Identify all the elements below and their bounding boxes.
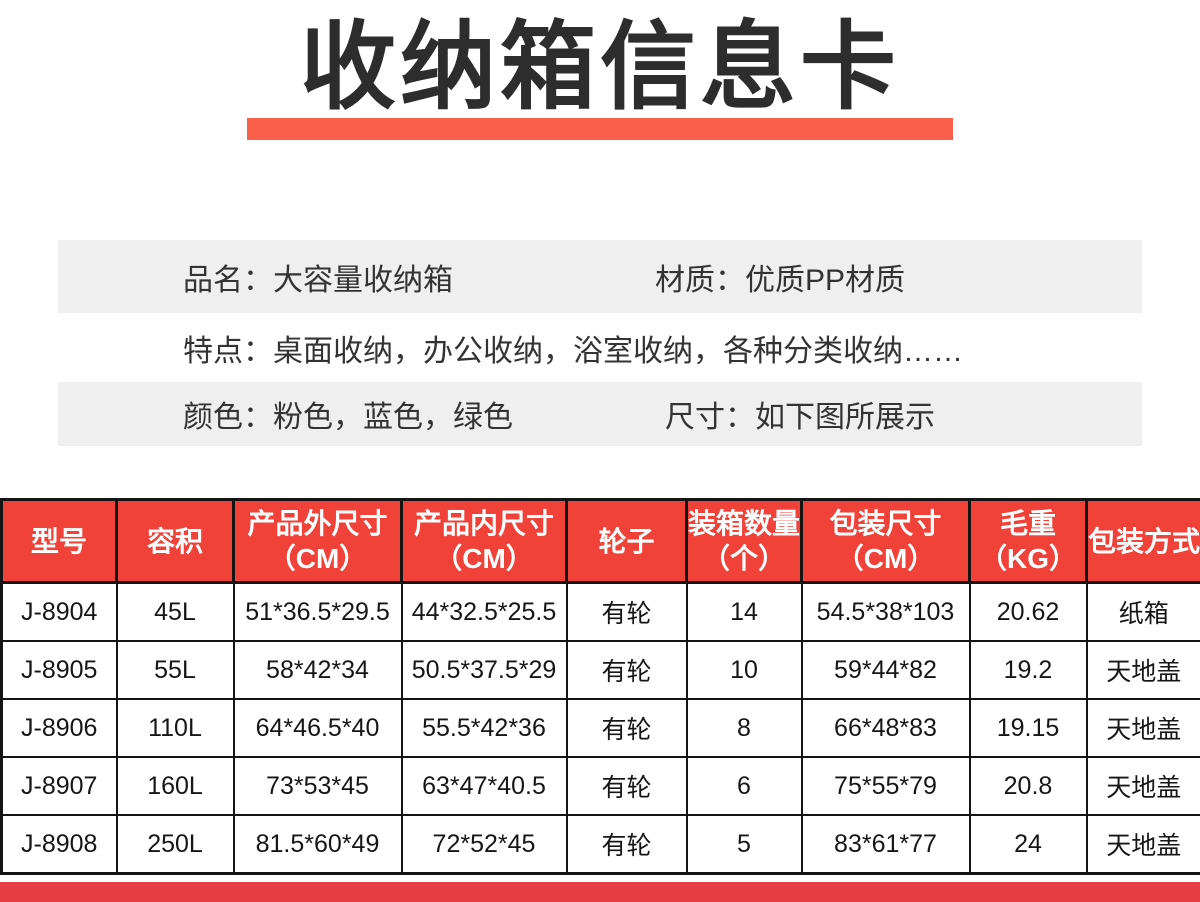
table-cell-capacity: 55L — [115, 640, 235, 700]
table-cell-gross-weight: 19.15 — [968, 698, 1088, 758]
table-cell-inner-size: 55.5*42*36 — [400, 698, 568, 758]
bottom-red-bar — [0, 882, 1200, 902]
table-cell-package-type: 纸箱 — [1085, 581, 1200, 642]
table-cell-outer-size: 64*46.5*40 — [232, 698, 403, 758]
table-row: J-8907 160L 73*53*45 63*47*40.5 有轮 6 75*55*79 2… — [0, 756, 1200, 816]
info-row-color-size: 颜色：粉色，蓝色，绿色 尺寸：如下图所展示 — [58, 382, 1142, 446]
table-cell-package-type: 天地盖 — [1085, 698, 1200, 758]
table-cell-model: J-8907 — [0, 756, 118, 816]
table-cell-wheels: 有轮 — [565, 640, 688, 700]
column-header-gross-weight: 毛重 （KG） — [968, 498, 1088, 584]
page-title: 收纳箱信息卡 — [300, 14, 900, 121]
table-cell-model: J-8904 — [0, 581, 118, 642]
spec-table: 型号 容积 产品外尺寸 （CM） 产品内尺寸 （CM） 轮子 装箱数量 （个） 包装尺寸 （… — [0, 498, 1200, 875]
table-cell-outer-size: 51*36.5*29.5 — [232, 581, 403, 642]
column-header-package-type: 包装方式 — [1085, 498, 1200, 584]
table-cell-package-size: 59*44*82 — [800, 640, 971, 700]
table-cell-wheels: 有轮 — [565, 698, 688, 758]
table-cell-package-size: 83*61*77 — [800, 814, 971, 875]
table-row: J-8906 110L 64*46.5*40 55.5*42*36 有轮 8 66*48*8… — [0, 698, 1200, 758]
table-cell-inner-size: 63*47*40.5 — [400, 756, 568, 816]
table-cell-inner-size: 44*32.5*25.5 — [400, 581, 568, 642]
size-text: 尺寸：如下图所展示 — [665, 401, 935, 434]
table-cell-wheels: 有轮 — [565, 581, 688, 642]
column-header-package-size: 包装尺寸 （CM） — [800, 498, 971, 584]
table-cell-model: J-8906 — [0, 698, 118, 758]
table-cell-gross-weight: 24 — [968, 814, 1088, 875]
column-header-capacity: 容积 — [115, 498, 235, 584]
table-cell-carton-qty: 14 — [685, 581, 803, 642]
table-cell-gross-weight: 20.8 — [968, 756, 1088, 816]
table-cell-carton-qty: 5 — [685, 814, 803, 875]
column-header-wheels: 轮子 — [565, 498, 688, 584]
column-header-outer-size: 产品外尺寸 （CM） — [232, 498, 403, 584]
material-text: 材质：优质PP材质 — [655, 263, 906, 297]
table-cell-capacity: 110L — [115, 698, 235, 758]
table-row: J-8905 55L 58*42*34 50.5*37.5*29 有轮 10 59*44*8… — [0, 640, 1200, 700]
table-cell-model: J-8908 — [0, 814, 118, 875]
table-cell-outer-size: 81.5*60*49 — [232, 814, 403, 875]
table-cell-model: J-8905 — [0, 640, 118, 700]
color-text: 颜色：粉色，蓝色，绿色 — [183, 401, 513, 434]
table-cell-capacity: 45L — [115, 581, 235, 642]
table-cell-carton-qty: 8 — [685, 698, 803, 758]
table-cell-gross-weight: 20.62 — [968, 581, 1088, 642]
info-row-name-material: 品名：大容量收纳箱 材质：优质PP材质 — [58, 240, 1142, 313]
table-cell-package-size: 54.5*38*103 — [800, 581, 971, 642]
table-cell-capacity: 160L — [115, 756, 235, 816]
table-cell-inner-size: 72*52*45 — [400, 814, 568, 875]
page-header: 收纳箱信息卡 — [0, 0, 1200, 150]
product-info-section: 品名：大容量收纳箱 材质：优质PP材质 特点：桌面收纳，办公收纳，浴室收纳，各种… — [0, 240, 1200, 446]
table-cell-gross-weight: 19.2 — [968, 640, 1088, 700]
column-header-model: 型号 — [0, 498, 118, 584]
table-cell-wheels: 有轮 — [565, 756, 688, 816]
table-cell-package-type: 天地盖 — [1085, 756, 1200, 816]
table-row: J-8908 250L 81.5*60*49 72*52*45 有轮 5 83*61*77 2… — [0, 814, 1200, 875]
table-header-row: 型号 容积 产品外尺寸 （CM） 产品内尺寸 （CM） 轮子 装箱数量 （个） 包装尺寸 （… — [0, 498, 1200, 584]
table-cell-package-type: 天地盖 — [1085, 814, 1200, 875]
table-cell-outer-size: 73*53*45 — [232, 756, 403, 816]
info-row-features: 特点：桌面收纳，办公收纳，浴室收纳，各种分类收纳…… — [58, 313, 1142, 382]
table-row: J-8904 45L 51*36.5*29.5 44*32.5*25.5 有轮 14 54.… — [0, 581, 1200, 642]
table-cell-capacity: 250L — [115, 814, 235, 875]
column-header-carton-qty: 装箱数量 （个） — [685, 498, 803, 584]
table-cell-wheels: 有轮 — [565, 814, 688, 875]
table-cell-inner-size: 50.5*37.5*29 — [400, 640, 568, 700]
table-body: J-8904 45L 51*36.5*29.5 44*32.5*25.5 有轮 14 54.… — [0, 581, 1200, 875]
column-header-inner-size: 产品内尺寸 （CM） — [400, 498, 568, 584]
table-cell-package-size: 66*48*83 — [800, 698, 971, 758]
table-cell-carton-qty: 10 — [685, 640, 803, 700]
table-cell-outer-size: 58*42*34 — [232, 640, 403, 700]
table-cell-carton-qty: 6 — [685, 756, 803, 816]
title-underline-bar — [247, 118, 953, 140]
features-text: 特点：桌面收纳，办公收纳，浴室收纳，各种分类收纳…… — [183, 334, 963, 368]
table-cell-package-size: 75*55*79 — [800, 756, 971, 816]
product-name-text: 品名：大容量收纳箱 — [183, 263, 453, 297]
table-cell-package-type: 天地盖 — [1085, 640, 1200, 700]
